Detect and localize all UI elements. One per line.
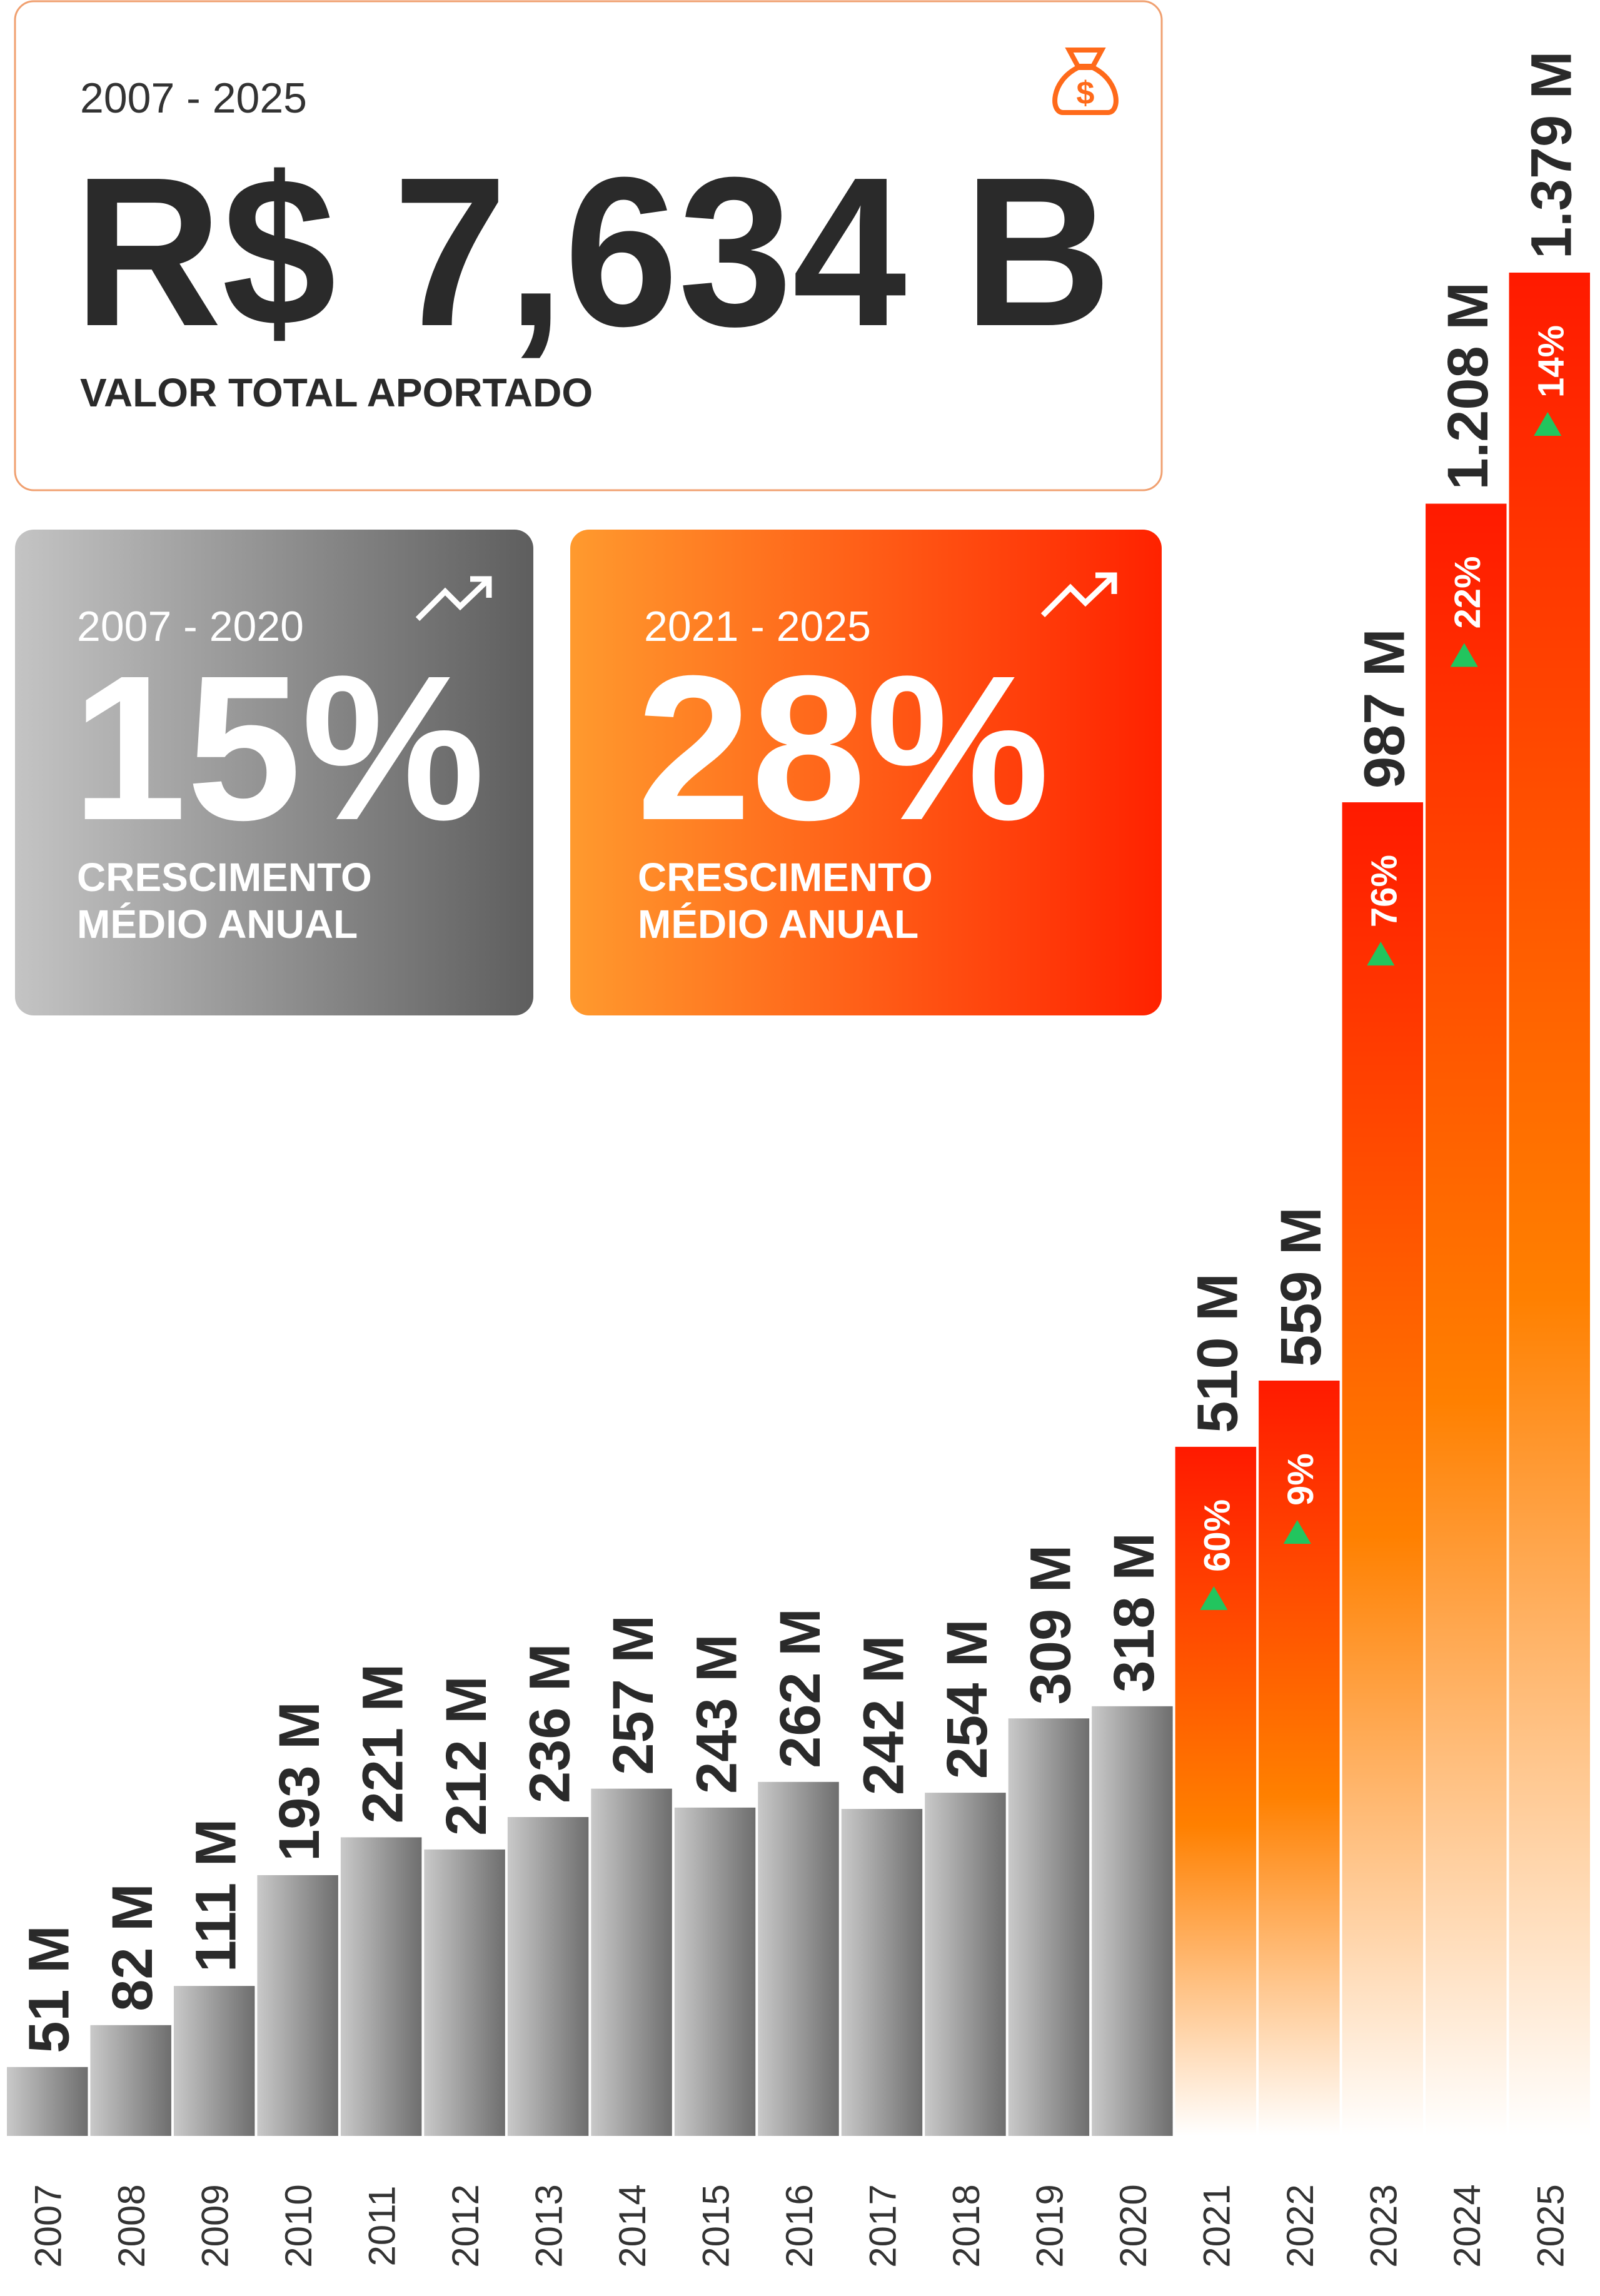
money-bag-icon: $ xyxy=(1052,48,1119,115)
after-card xyxy=(570,530,1162,1015)
bar xyxy=(340,1837,422,2136)
value-label: 559 M xyxy=(1269,1207,1333,1367)
growth-arrow xyxy=(1200,1586,1228,1610)
growth-arrow xyxy=(1450,643,1478,667)
bar xyxy=(1175,1446,1257,2136)
x-tick-label: 2020 xyxy=(1112,2184,1154,2267)
x-tick-label: 2014 xyxy=(611,2184,653,2267)
growth-arrow xyxy=(1283,1520,1311,1544)
x-tick-label: 2017 xyxy=(862,2184,903,2267)
growth-label: 22% xyxy=(1447,556,1488,628)
x-tick-label: 2022 xyxy=(1279,2184,1321,2267)
before-period: 2007 - 2020 xyxy=(77,603,304,650)
value-label: 243 M xyxy=(685,1634,749,1794)
bar xyxy=(591,1788,672,2136)
bar xyxy=(257,1875,338,2136)
x-tick-label: 2008 xyxy=(111,2184,153,2267)
x-tick-label: 2013 xyxy=(528,2184,570,2267)
value-label: 51 M xyxy=(18,1925,81,2053)
value-label: 309 M xyxy=(1019,1545,1082,1705)
value-label: 1.208 M xyxy=(1436,282,1500,490)
growth-arrow xyxy=(1367,942,1395,966)
growth-label: 76% xyxy=(1364,855,1404,927)
after-caption: CRESCIMENTO xyxy=(638,855,933,900)
x-tick-label: 2025 xyxy=(1529,2184,1571,2267)
x-tick-label: 2011 xyxy=(361,2185,403,2266)
x-tick-label: 2016 xyxy=(778,2184,820,2267)
bar xyxy=(925,1793,1006,2136)
value-label: 236 M xyxy=(518,1643,582,1803)
bar xyxy=(841,1809,923,2136)
x-tick-label: 2012 xyxy=(445,2184,486,2267)
total-period: 2007 - 2025 xyxy=(80,74,307,122)
bar xyxy=(1509,273,1590,2136)
bar xyxy=(1092,1706,1173,2136)
bar xyxy=(1259,1381,1340,2136)
total-card xyxy=(14,0,1163,491)
value-label: 318 M xyxy=(1102,1533,1166,1693)
value-label: 257 M xyxy=(601,1615,665,1775)
value-label: 510 M xyxy=(1185,1273,1249,1433)
before-caption: CRESCIMENTO xyxy=(77,855,372,900)
value-label: 262 M xyxy=(768,1608,832,1768)
value-label: 193 M xyxy=(268,1701,331,1861)
value-label: 221 M xyxy=(351,1664,415,1824)
value-label: 111 M xyxy=(184,1819,248,1973)
bar xyxy=(173,1986,255,2136)
x-tick-label: 2007 xyxy=(28,2184,69,2267)
svg-text:$: $ xyxy=(1077,75,1095,111)
value-label: 242 M xyxy=(852,1635,915,1795)
total-value: R$ 7,634 B xyxy=(74,133,1112,371)
trend-icon xyxy=(470,576,492,598)
bar xyxy=(758,1781,839,2136)
x-tick-label: 2010 xyxy=(278,2184,319,2267)
bar xyxy=(1342,802,1424,2137)
value-label: 254 M xyxy=(935,1619,999,1779)
bar xyxy=(7,2067,88,2136)
x-tick-label: 2023 xyxy=(1362,2184,1404,2267)
trend-icon xyxy=(1040,574,1115,618)
bar xyxy=(1426,503,1507,2137)
bar xyxy=(424,1849,505,2136)
x-tick-label: 2021 xyxy=(1195,2184,1237,2267)
x-tick-label: 2018 xyxy=(945,2184,987,2267)
value-label: 212 M xyxy=(435,1676,498,1836)
growth-label: 9% xyxy=(1281,1453,1321,1506)
after-caption: MÉDIO ANUAL xyxy=(638,902,918,947)
x-tick-label: 2015 xyxy=(695,2184,737,2267)
bar xyxy=(674,1807,756,2136)
trend-icon xyxy=(1095,572,1117,594)
before-value: 15% xyxy=(72,632,485,863)
before-card xyxy=(15,530,533,1015)
after-period: 2021 - 2025 xyxy=(644,603,871,650)
after-value: 28% xyxy=(636,632,1049,863)
growth-arrow xyxy=(1534,412,1562,436)
bar xyxy=(90,2025,171,2136)
x-tick-label: 2024 xyxy=(1446,2184,1488,2267)
value-label: 987 M xyxy=(1352,628,1416,788)
value-label: 1.379 M xyxy=(1519,51,1583,259)
x-tick-label: 2009 xyxy=(194,2184,236,2267)
before-caption: MÉDIO ANUAL xyxy=(77,902,358,947)
bar xyxy=(507,1817,589,2136)
growth-label: 60% xyxy=(1197,1499,1237,1572)
value-label: 82 M xyxy=(101,1883,164,2012)
bar xyxy=(1008,1718,1090,2136)
x-tick-label: 2019 xyxy=(1029,2184,1070,2267)
trend-icon xyxy=(415,578,490,622)
growth-label: 14% xyxy=(1531,325,1571,398)
total-caption: VALOR TOTAL APORTADO xyxy=(80,370,593,415)
